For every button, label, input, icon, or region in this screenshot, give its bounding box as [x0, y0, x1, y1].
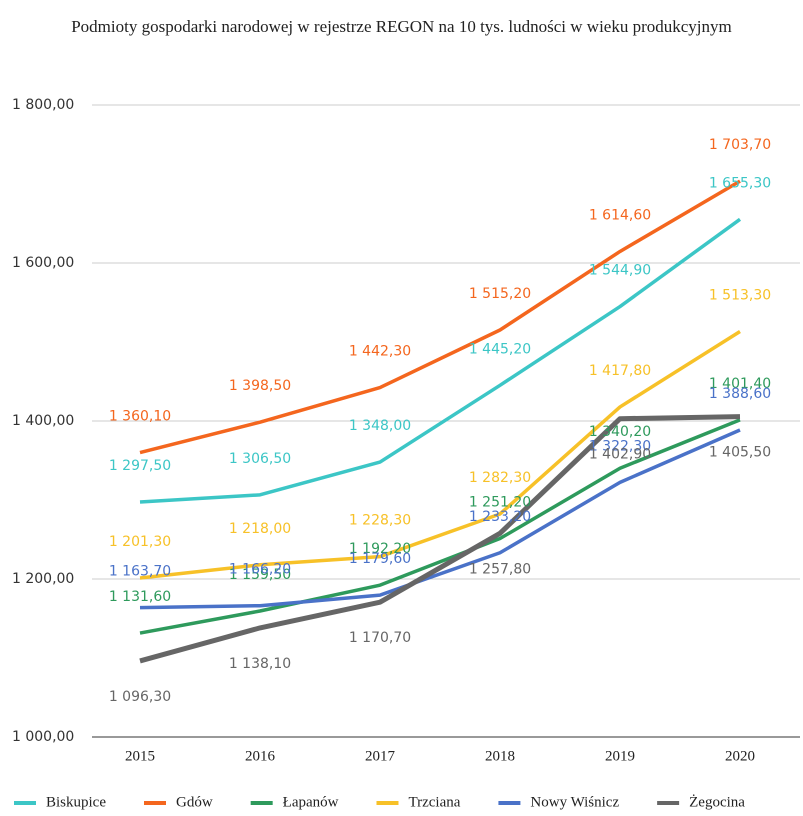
legend-label: Żegocina	[689, 794, 745, 810]
data-label: 1 322,30	[589, 438, 651, 454]
x-tick-label: 2019	[605, 748, 635, 764]
legend-label: Łapanów	[283, 794, 339, 810]
data-label: 1 348,00	[349, 418, 411, 434]
legend-label: Nowy Wiśnicz	[530, 794, 619, 810]
data-label: 1 398,50	[229, 378, 291, 394]
y-tick-label: 1 400,00	[12, 413, 74, 429]
data-label: 1 179,60	[349, 551, 411, 567]
series-line	[139, 179, 741, 455]
x-tick-label: 2015	[125, 748, 155, 764]
x-tick-label: 2018	[485, 748, 515, 764]
data-label: 1 405,50	[709, 445, 771, 461]
series-line	[139, 418, 741, 635]
data-label: 1 163,70	[109, 564, 171, 580]
data-label: 1 402,90	[589, 447, 651, 463]
data-label: 1 201,30	[109, 534, 171, 550]
data-label: 1 445,20	[469, 341, 531, 357]
data-label: 1 417,80	[589, 363, 651, 379]
data-label: 1 401,40	[709, 376, 771, 392]
y-tick-label: 1 600,00	[12, 255, 74, 271]
data-label: 1 282,30	[469, 470, 531, 486]
x-tick-label: 2020	[725, 748, 755, 764]
data-label: 1 096,30	[109, 689, 171, 705]
data-label: 1 218,00	[229, 521, 291, 537]
chart-title: Podmioty gospodarki narodowej w rejestrz…	[71, 17, 732, 36]
data-label: 1 297,50	[109, 458, 171, 474]
data-label: 1 703,70	[709, 137, 771, 153]
series-line	[139, 330, 741, 580]
data-label: 1 360,10	[109, 409, 171, 425]
data-label: 1 442,30	[349, 344, 411, 360]
y-tick-label: 1 200,00	[12, 571, 74, 587]
legend-label: Biskupice	[46, 794, 106, 810]
data-label: 1 515,20	[469, 286, 531, 302]
series-line	[139, 428, 741, 610]
legend-label: Gdów	[176, 794, 213, 810]
data-label: 1 655,30	[709, 175, 771, 191]
legend-label: Trzciana	[408, 794, 460, 810]
y-tick-label: 1 800,00	[12, 97, 74, 113]
data-label: 1 228,30	[349, 513, 411, 529]
data-label: 1 257,80	[469, 561, 531, 577]
data-label: 1 159,50	[229, 567, 291, 583]
data-label: 1 192,20	[349, 541, 411, 557]
series-line	[139, 414, 741, 664]
y-tick-label: 1 000,00	[12, 729, 74, 745]
series-line	[139, 217, 742, 504]
data-label: 1 138,10	[229, 656, 291, 672]
data-label: 1 513,30	[709, 287, 771, 303]
data-label: 1 166,20	[229, 562, 291, 578]
data-label: 1 614,60	[589, 207, 651, 223]
data-label: 1 388,60	[709, 386, 771, 402]
data-label: 1 170,70	[349, 630, 411, 646]
x-tick-label: 2017	[365, 748, 396, 764]
data-label: 1 544,90	[589, 263, 651, 279]
data-label: 1 131,60	[109, 589, 171, 605]
data-label: 1 251,20	[469, 495, 531, 511]
data-label: 1 340,20	[589, 424, 651, 440]
data-label: 1 233,20	[469, 509, 531, 525]
x-tick-label: 2016	[245, 748, 276, 764]
data-label: 1 306,50	[229, 451, 291, 467]
